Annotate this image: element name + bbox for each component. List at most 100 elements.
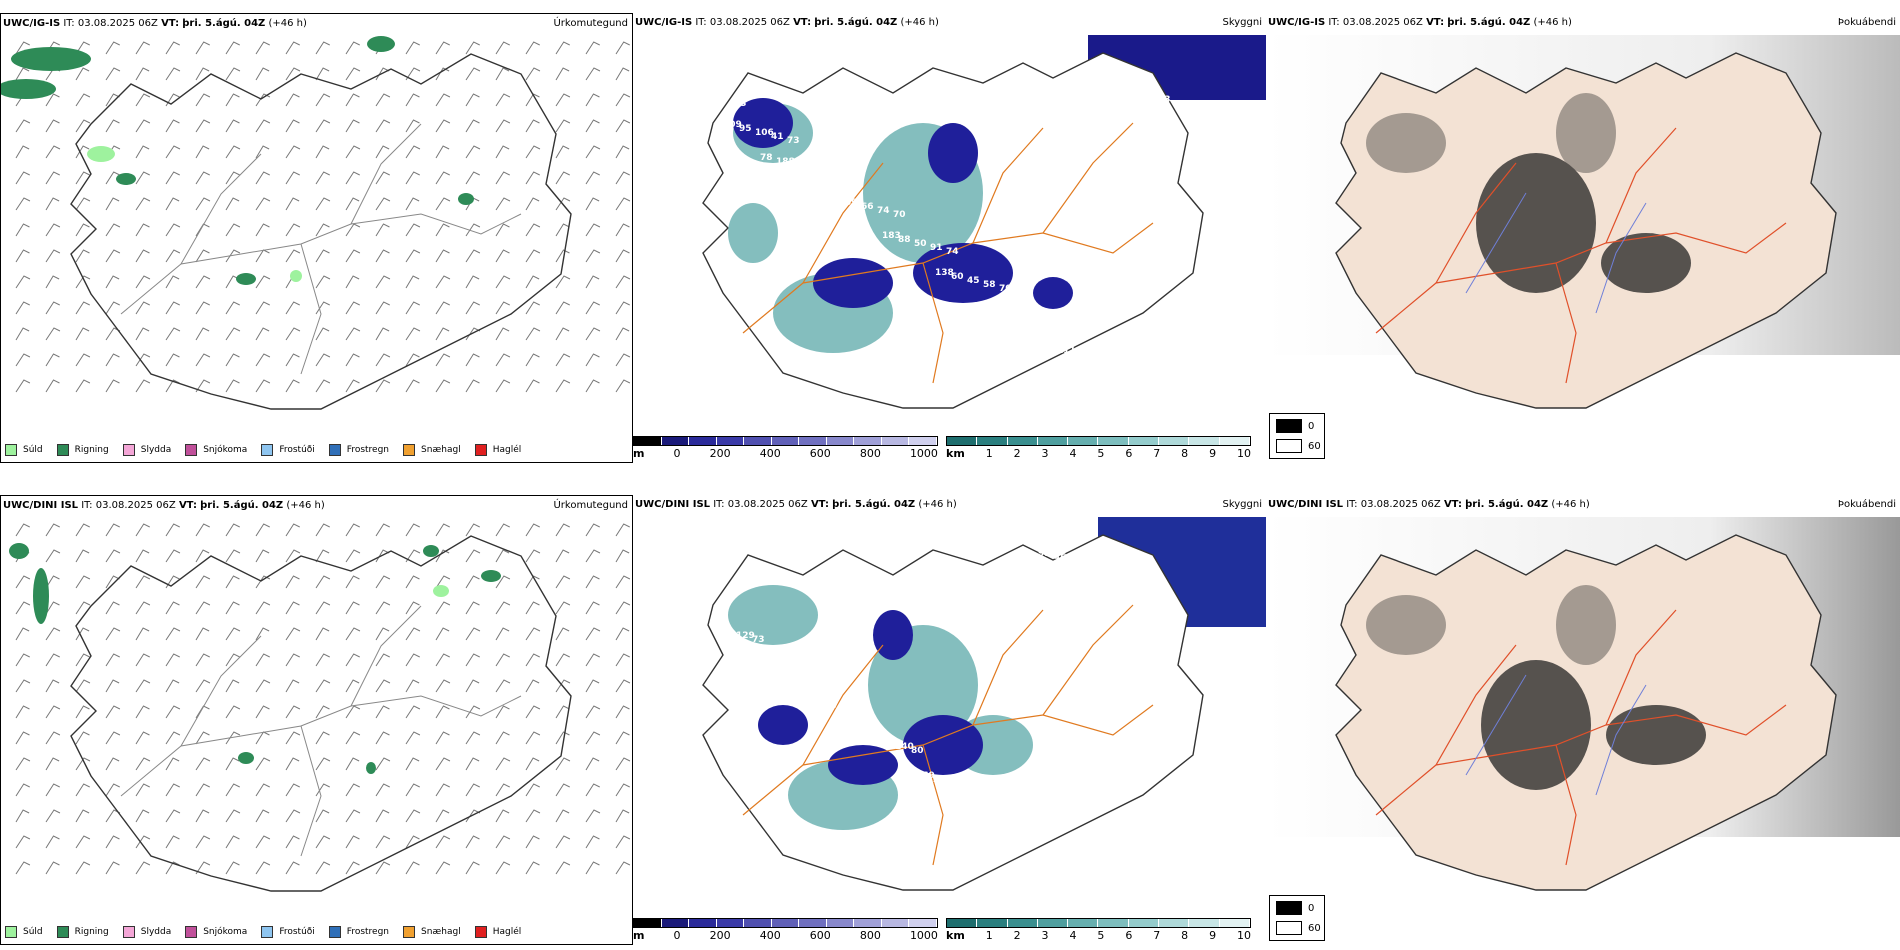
scale-color-cell [1007, 919, 1038, 927]
wind-barb [135, 145, 150, 159]
wind-barb [315, 145, 330, 159]
ceiling-label: 105 [1110, 83, 1129, 93]
wind-barb [75, 171, 90, 185]
wind-barb [585, 731, 601, 745]
wind-barb [615, 93, 631, 107]
wind-barb [195, 275, 211, 289]
wind-barb [45, 171, 60, 185]
wind-barb [45, 757, 60, 771]
wind-barb [75, 145, 90, 159]
wind-barb [195, 575, 211, 589]
wind-barb [495, 575, 511, 589]
ceiling-visibility-panel-row2: 73 112 82 80 80 76 71 76 129 192 101 140 72 84 46 59 52 6… [633, 495, 1266, 945]
wind-barb [165, 757, 180, 771]
wind-barb [405, 275, 420, 289]
wind-barb [165, 835, 180, 849]
wind-barb [225, 223, 241, 237]
wind-barb [135, 301, 150, 315]
wind-barb [405, 679, 420, 693]
wind-barb [255, 301, 270, 315]
wind-barb [195, 861, 211, 875]
wind-barb [285, 353, 300, 367]
wind-barb [15, 249, 30, 263]
ceiling-scale-bar [633, 436, 938, 446]
wind-barb [615, 275, 631, 289]
wind-barb [585, 705, 601, 719]
visibility-scale-bar [946, 436, 1251, 446]
wind-barb [105, 575, 120, 589]
ceiling-label: 140 [829, 194, 848, 204]
wind-barb [45, 861, 60, 875]
fog-shading [1366, 93, 1691, 293]
wind-barb [135, 353, 151, 367]
roads [742, 122, 1154, 384]
wind-barb [285, 223, 301, 237]
legend-swatch [474, 926, 487, 938]
wind-barb [165, 705, 181, 719]
wind-barb [195, 731, 210, 745]
wind-barb [255, 549, 270, 563]
legend-label: Frostregn [346, 445, 390, 455]
legend-label: Snjókoma [203, 445, 248, 455]
wind-barb [45, 523, 60, 537]
wind-barb [405, 575, 420, 589]
wind-barb [45, 627, 61, 641]
wind-barb [495, 93, 511, 107]
wind-barb [105, 835, 120, 849]
wind-barb [285, 731, 301, 745]
wind-barb [225, 783, 240, 797]
ceiling-label: 101 [1004, 309, 1023, 319]
wind-barb [405, 653, 420, 667]
wind-barb [255, 223, 270, 237]
roads [742, 604, 1154, 866]
legend-swatch [122, 444, 135, 456]
wind-barb [75, 93, 91, 107]
wind-barb [45, 783, 60, 797]
wind-barbs [15, 41, 631, 393]
wind-barb [285, 67, 301, 81]
ceiling-visibility-panel-row1: 83 73 73 70 74 70 74 84 33 41 115 74 91 58 94 103 100 106… [633, 13, 1266, 463]
wind-barb [105, 627, 121, 641]
wind-barb [165, 41, 180, 55]
wind-barb [615, 705, 630, 719]
wind-barb [75, 731, 90, 745]
wind-barb [345, 757, 360, 771]
wind-barb [435, 523, 450, 537]
wind-barb [135, 757, 151, 771]
precip-legend: Súld Rigning Slydda Snjókoma Frostúði Frostre… [5, 444, 521, 456]
wind-barb [165, 783, 180, 797]
wind-barb [585, 93, 600, 107]
ceiling-label: 76 [1017, 820, 1030, 830]
wind-barb [45, 119, 60, 133]
wind-barb [165, 145, 181, 159]
scale-color-cell [799, 437, 827, 445]
ceiling-label: 112 [805, 672, 824, 682]
wind-barb [585, 119, 600, 133]
wind-barb [255, 653, 270, 667]
wind-barb [615, 353, 631, 367]
wind-barb [285, 41, 300, 55]
scale-color-cell [661, 919, 690, 927]
ceiling-label: 69 [1091, 586, 1104, 596]
legend-item: Frostregn [328, 926, 389, 938]
scale-color-cell [854, 919, 882, 927]
wind-barb [435, 119, 451, 133]
scale-color-cell [854, 437, 882, 445]
wind-barb [585, 197, 600, 211]
wind-barb [255, 679, 271, 693]
wind-barb [225, 353, 240, 367]
wind-barb [135, 627, 150, 641]
wind-barb [405, 705, 421, 719]
wind-barb [345, 679, 360, 693]
wind-barb [45, 575, 60, 589]
ceiling-label: 80 [911, 746, 924, 756]
wind-barb [75, 653, 90, 667]
wind-barb [315, 835, 331, 849]
legend-label: Snæhagl [421, 927, 461, 937]
wind-barb [135, 327, 150, 341]
wind-barb [405, 301, 420, 315]
wind-barb [405, 835, 420, 849]
legend-label: Rigning [74, 927, 109, 937]
wind-barb [75, 197, 91, 211]
wind-barb [585, 627, 601, 641]
